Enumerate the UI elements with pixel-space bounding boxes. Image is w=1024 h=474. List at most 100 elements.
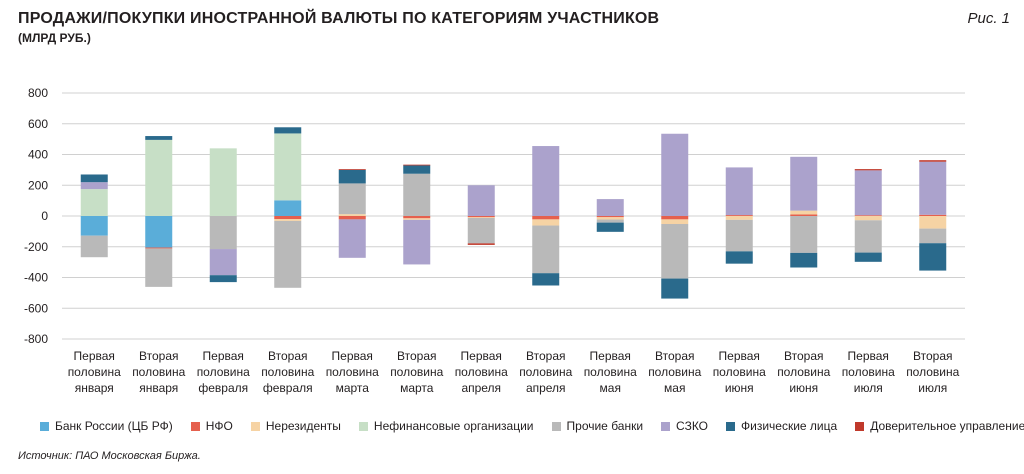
bar-segment	[145, 136, 173, 140]
legend-label: Прочие банки	[566, 419, 644, 433]
bar-segment	[725, 215, 753, 216]
bar-segment	[467, 243, 495, 245]
bar-segment	[403, 216, 431, 219]
bar-segment	[725, 167, 753, 216]
x-tick-label: июня	[725, 381, 754, 395]
bar-segment	[725, 219, 753, 252]
bar-segment	[80, 174, 108, 183]
legend-item: Прочие банки	[551, 419, 644, 433]
bar-segment	[145, 216, 173, 248]
bar-segment	[403, 165, 431, 174]
legend-swatch	[551, 421, 561, 431]
x-tick-label: января	[139, 381, 178, 395]
legend-label: СЗКО	[676, 419, 709, 433]
bar-segment	[338, 169, 366, 170]
bar-segment	[661, 278, 689, 299]
y-tick-label: 200	[28, 178, 48, 192]
bar-segment	[919, 216, 947, 229]
x-tick-label: половина	[842, 365, 895, 379]
bar-segment	[596, 217, 624, 220]
legend-swatch	[358, 421, 368, 431]
bar-segment	[919, 228, 947, 244]
legend-item: Банк России (ЦБ РФ)	[40, 419, 173, 433]
bar-segment	[854, 216, 882, 221]
x-tick-label: апреля	[526, 381, 566, 395]
x-tick-label: половина	[648, 365, 701, 379]
bar-segment	[274, 127, 302, 134]
y-tick-label: -600	[24, 301, 48, 315]
x-tick-label: января	[75, 381, 114, 395]
bar-segment	[338, 169, 366, 184]
x-tick-label: половина	[584, 365, 637, 379]
bar-segment	[854, 169, 882, 171]
bar-segment	[209, 216, 237, 250]
legend-swatch	[726, 421, 736, 431]
bar-segment	[532, 146, 560, 216]
legend-label: Физические лица	[741, 419, 838, 433]
bar-segment	[274, 220, 302, 288]
y-tick-label: 600	[28, 117, 48, 131]
x-tick-label: половина	[519, 365, 572, 379]
x-tick-label: Вторая	[139, 349, 179, 363]
x-tick-label: Вторая	[784, 349, 824, 363]
grid-lines	[62, 92, 965, 340]
legend-item: НФО	[190, 419, 233, 433]
bar-segment	[274, 216, 302, 220]
legend-label: Нерезиденты	[265, 419, 341, 433]
x-tick-label: Вторая	[913, 349, 953, 363]
bar-segment	[854, 252, 882, 262]
y-tick-label: 0	[41, 209, 48, 223]
bar-segment	[145, 248, 173, 287]
bar-segment	[145, 247, 173, 249]
x-tick-label: Первая	[719, 349, 760, 363]
bar-segment	[790, 156, 818, 211]
legend-label: НФО	[205, 419, 233, 433]
legend: Банк России (ЦБ РФ) НФО Нерезиденты Нефинан…	[40, 419, 1024, 433]
x-tick-label: мая	[600, 381, 621, 395]
bar-segment	[274, 200, 302, 216]
legend-label: Банк России (ЦБ РФ)	[55, 419, 173, 433]
x-tick-label: Вторая	[526, 349, 566, 363]
bar-segment	[596, 216, 624, 218]
bar-segment	[403, 164, 431, 166]
source-note: Источник: ПАО Московская Биржа.	[18, 450, 201, 462]
x-tick-label: половина	[132, 365, 185, 379]
chart-title: ПРОДАЖИ/ПОКУПКИ ИНОСТРАННОЙ ВАЛЮТЫ ПО КА…	[18, 10, 660, 27]
bar-segment	[209, 148, 237, 216]
bar-segment	[532, 225, 560, 274]
bar-segment	[790, 210, 818, 215]
legend-label: Нефинансовые организации	[373, 419, 534, 433]
bar-segment	[467, 185, 495, 216]
bar-segment	[790, 214, 818, 216]
x-tick-label: половина	[455, 365, 508, 379]
bar-segment	[467, 217, 495, 244]
bar-segment	[854, 215, 882, 217]
bar-segment	[790, 252, 818, 268]
x-axis: Первая половина января Вторая половина января…	[68, 349, 960, 395]
bar-segment	[403, 219, 431, 265]
chart-subtitle: (МЛРД РУБ.)	[18, 31, 91, 45]
bar-segment	[532, 219, 560, 226]
bar-segment	[854, 220, 882, 253]
x-tick-label: Вторая	[655, 349, 695, 363]
bar-segment	[596, 222, 624, 232]
x-tick-label: Первая	[848, 349, 889, 363]
bar-segment	[661, 219, 689, 224]
x-tick-label: июля	[854, 381, 883, 395]
bar-segment	[467, 216, 495, 218]
x-tick-label: Первая	[203, 349, 244, 363]
legend-swatch	[250, 421, 260, 431]
bar-segment	[80, 182, 108, 190]
y-tick-label: -400	[24, 271, 48, 285]
bar-segment	[338, 183, 366, 215]
legend-label: Доверительное управление	[870, 419, 1024, 433]
x-tick-label: Вторая	[268, 349, 308, 363]
bar-segment	[338, 216, 366, 220]
bar-segment	[403, 218, 431, 220]
bar-segment	[80, 216, 108, 236]
legend-item: Нефинансовые организации	[358, 419, 534, 433]
bar-segment	[596, 219, 624, 223]
x-tick-label: мая	[664, 381, 685, 395]
x-tick-label: февраля	[263, 381, 313, 395]
